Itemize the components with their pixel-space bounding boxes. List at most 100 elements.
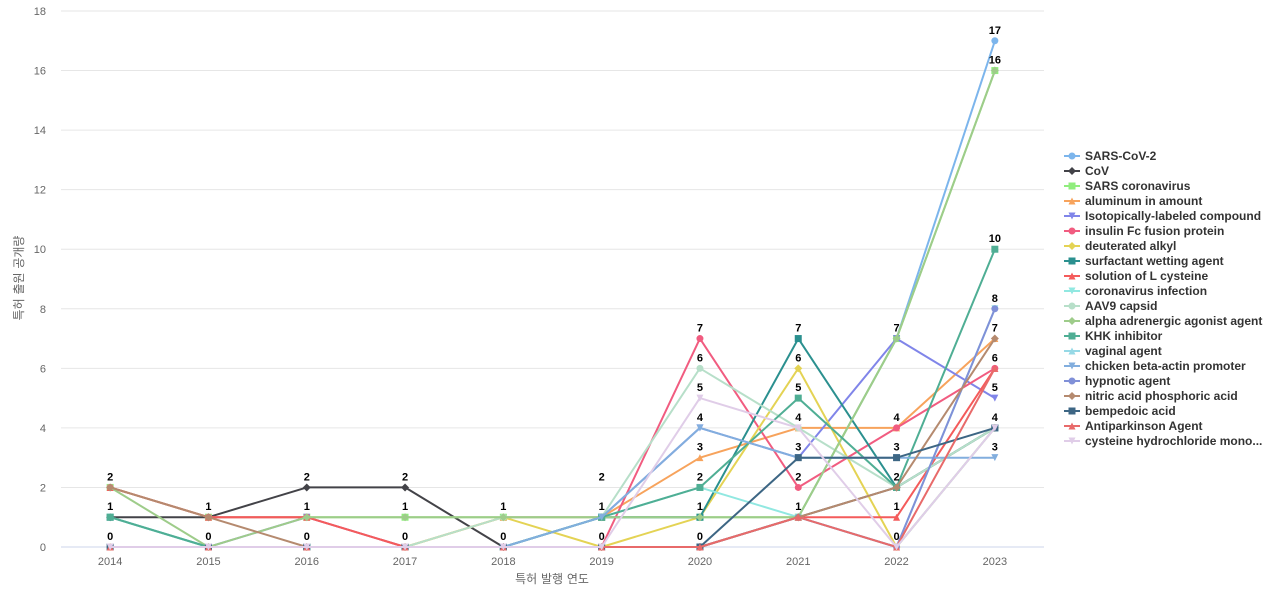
data-point[interactable]: [893, 454, 901, 462]
legend-marker[interactable]: [1068, 272, 1076, 280]
legend-marker[interactable]: [1068, 362, 1076, 370]
legend-item[interactable]: chicken beta-actin promoter: [1064, 359, 1246, 373]
data-point[interactable]: [696, 364, 704, 372]
legend-marker[interactable]: [1068, 212, 1076, 220]
legend-item[interactable]: Isotopically-labeled compound: [1064, 209, 1261, 223]
data-point[interactable]: [794, 513, 802, 521]
data-point[interactable]: [991, 454, 999, 462]
data-point[interactable]: [794, 335, 802, 343]
data-point[interactable]: [991, 305, 999, 313]
data-point[interactable]: [401, 543, 409, 551]
legend-label: Isotopically-labeled compound: [1085, 209, 1261, 223]
data-point[interactable]: [598, 513, 606, 521]
data-point[interactable]: [106, 513, 114, 521]
series-line[interactable]: [109, 337, 996, 548]
legend-item[interactable]: coronavirus infection: [1064, 284, 1207, 298]
data-point[interactable]: [401, 513, 410, 522]
series-line[interactable]: [109, 337, 996, 548]
legend-marker[interactable]: [1068, 287, 1076, 295]
legend-marker[interactable]: [1068, 377, 1076, 385]
x-tick-label: 2022: [884, 556, 908, 568]
data-point[interactable]: [401, 483, 410, 492]
legend-item[interactable]: SARS coronavirus: [1064, 179, 1191, 193]
legend-item[interactable]: KHK inhibitor: [1064, 329, 1163, 343]
series-line[interactable]: [109, 397, 996, 548]
data-point[interactable]: [990, 66, 999, 75]
data-point[interactable]: [991, 37, 999, 45]
legend-item[interactable]: Antiparkinson Agent: [1064, 419, 1203, 433]
data-point[interactable]: [302, 513, 311, 522]
legend-item[interactable]: alpha adrenergic agonist agent: [1064, 314, 1262, 328]
series-line[interactable]: [109, 337, 996, 548]
data-point[interactable]: [892, 334, 901, 343]
legend-marker[interactable]: [1068, 317, 1076, 325]
data-point[interactable]: [794, 424, 802, 432]
data-point[interactable]: [696, 394, 704, 402]
legend-marker[interactable]: [1068, 392, 1076, 400]
data-label: 2: [697, 471, 703, 483]
data-point[interactable]: [204, 543, 212, 551]
legend-item[interactable]: surfactant wetting agent: [1064, 254, 1224, 268]
series-line[interactable]: [109, 337, 996, 548]
data-point[interactable]: [794, 483, 802, 491]
legend-marker[interactable]: [1068, 182, 1076, 190]
data-point[interactable]: [696, 483, 704, 491]
data-point[interactable]: [794, 364, 803, 373]
data-point[interactable]: [695, 513, 704, 522]
data-label: 0: [304, 531, 310, 543]
data-point[interactable]: [302, 483, 311, 492]
legend-item[interactable]: solution of L cysteine: [1064, 269, 1208, 283]
data-point[interactable]: [696, 335, 704, 343]
data-point[interactable]: [794, 394, 802, 402]
legend-marker[interactable]: [1068, 422, 1076, 430]
data-point[interactable]: [204, 513, 213, 522]
legend-item[interactable]: nitric acid phosphoric acid: [1064, 389, 1238, 403]
data-point[interactable]: [892, 483, 901, 492]
data-point[interactable]: [991, 394, 999, 402]
data-point[interactable]: [991, 424, 999, 432]
data-point[interactable]: [893, 424, 901, 432]
legend-marker[interactable]: [1068, 227, 1076, 235]
y-tick-label: 4: [40, 423, 46, 435]
legend-item[interactable]: bempedoic acid: [1064, 404, 1176, 418]
series-line[interactable]: [109, 337, 996, 548]
legend-marker[interactable]: [1068, 152, 1076, 160]
legend-marker[interactable]: [1068, 167, 1076, 175]
data-point[interactable]: [106, 483, 115, 492]
legend-item[interactable]: aluminum in amount: [1064, 194, 1202, 208]
data-point[interactable]: [696, 543, 704, 551]
data-point[interactable]: [598, 543, 606, 551]
data-point[interactable]: [893, 513, 901, 521]
data-point[interactable]: [696, 454, 704, 462]
legend-item[interactable]: insulin Fc fusion protein: [1064, 224, 1224, 238]
legend-item[interactable]: cysteine hydrochloride mono...: [1064, 434, 1262, 448]
legend-marker[interactable]: [1068, 407, 1076, 415]
legend-marker[interactable]: [1068, 197, 1076, 205]
data-point[interactable]: [893, 543, 901, 551]
legend-marker[interactable]: [1068, 242, 1076, 250]
data-point[interactable]: [499, 513, 508, 522]
legend-item[interactable]: CoV: [1064, 164, 1109, 178]
data-point[interactable]: [696, 424, 704, 432]
legend-item[interactable]: SARS-CoV-2: [1064, 149, 1157, 163]
legend-marker[interactable]: [1068, 302, 1076, 310]
data-point[interactable]: [991, 364, 999, 372]
data-label: 8: [992, 293, 998, 305]
legend-marker[interactable]: [1068, 332, 1076, 340]
data-point[interactable]: [106, 543, 114, 551]
legend-marker[interactable]: [1068, 347, 1076, 355]
data-point[interactable]: [499, 543, 507, 551]
data-point[interactable]: [303, 543, 311, 551]
legend-item[interactable]: vaginal agent: [1064, 344, 1162, 358]
data-point[interactable]: [990, 334, 999, 343]
legend-item[interactable]: deuterated alkyl: [1064, 239, 1176, 253]
legend-item[interactable]: AAV9 capsid: [1064, 299, 1157, 313]
series-line[interactable]: [109, 69, 996, 519]
data-point[interactable]: [794, 454, 802, 462]
legend-marker[interactable]: [1068, 257, 1076, 265]
data-point[interactable]: [991, 245, 999, 253]
legend-item[interactable]: hypnotic agent: [1064, 374, 1170, 388]
series-line[interactable]: [109, 248, 996, 548]
series-line[interactable]: [109, 39, 996, 548]
legend-marker[interactable]: [1068, 437, 1076, 445]
